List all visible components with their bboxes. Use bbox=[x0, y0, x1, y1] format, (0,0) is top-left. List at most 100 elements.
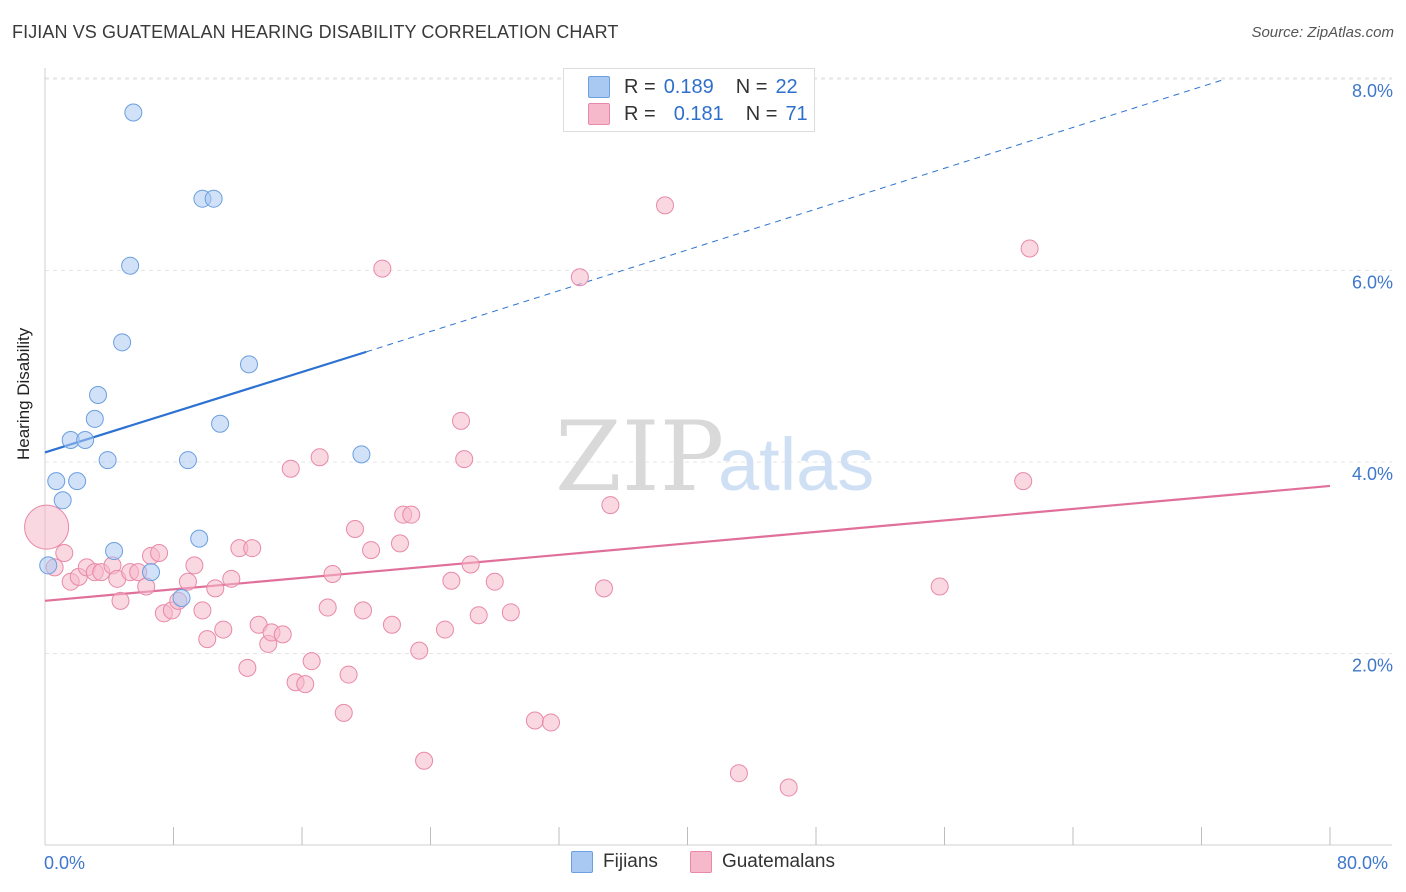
chart-title: FIJIAN VS GUATEMALAN HEARING DISABILITY … bbox=[12, 22, 619, 42]
point-guatemalans bbox=[382, 615, 401, 634]
point-guatemalans bbox=[346, 520, 365, 539]
y-axis-label: Hearing Disability bbox=[14, 327, 33, 460]
point-guatemalans bbox=[1014, 472, 1033, 491]
legend-swatch-fijians bbox=[571, 851, 594, 873]
point-fijians bbox=[142, 563, 161, 582]
point-guatemalans bbox=[362, 541, 381, 560]
x-tick-max: 80.0% bbox=[1337, 853, 1389, 873]
point-guatemalans bbox=[178, 572, 197, 591]
r-label: R = bbox=[624, 102, 656, 125]
legend-row-fijians: R = 0.189 N = 22 bbox=[588, 75, 798, 99]
n-value: 22 bbox=[775, 75, 798, 98]
point-guatemalans bbox=[334, 703, 353, 722]
legend-swatch-fijians bbox=[588, 76, 610, 98]
point-guatemalans bbox=[541, 713, 560, 732]
point-fijians bbox=[47, 472, 66, 491]
axes bbox=[44, 68, 1392, 846]
data-points bbox=[24, 103, 1039, 797]
legend-swatch-guatemalans bbox=[588, 103, 610, 125]
point-fijians bbox=[76, 430, 95, 449]
point-guatemalans bbox=[729, 764, 748, 783]
point-guatemalans bbox=[373, 259, 392, 278]
trend-lines bbox=[44, 78, 1331, 602]
point-guatemalans bbox=[501, 603, 520, 622]
point-guatemalans bbox=[469, 606, 488, 625]
point-guatemalans bbox=[214, 620, 233, 639]
point-fijians bbox=[53, 491, 72, 510]
point-fijians bbox=[124, 103, 143, 122]
point-fijians bbox=[178, 451, 197, 470]
point-guatemalans bbox=[779, 778, 798, 797]
point-guatemalans bbox=[185, 556, 204, 575]
point-fijians bbox=[98, 451, 117, 470]
point-guatemalans bbox=[461, 555, 480, 574]
point-guatemalans bbox=[601, 496, 620, 515]
point-guatemalans bbox=[485, 572, 504, 591]
point-guatemalans bbox=[198, 630, 217, 649]
point-guatemalans bbox=[930, 577, 949, 596]
point-guatemalans bbox=[323, 565, 342, 584]
point-fijians bbox=[121, 256, 140, 275]
watermark: ZIP atlas bbox=[555, 401, 874, 513]
point-guatemalans bbox=[296, 675, 315, 694]
r-label: R = bbox=[624, 75, 656, 98]
point-guatemalans bbox=[206, 579, 225, 598]
point-guatemalans bbox=[339, 665, 358, 684]
point-fijians bbox=[352, 445, 371, 464]
n-label: N = bbox=[745, 102, 778, 125]
point-fijians bbox=[85, 409, 104, 428]
r-value: 0.181 bbox=[673, 102, 724, 125]
watermark-zip: ZIP bbox=[555, 401, 724, 513]
point-guatemalans bbox=[318, 598, 337, 617]
y-tick-labels: 2.0% 4.0% 6.0% 8.0% bbox=[1352, 81, 1393, 676]
watermark-atlas: atlas bbox=[718, 423, 874, 506]
point-guatemalans bbox=[222, 569, 241, 588]
point-guatemalans bbox=[354, 601, 373, 620]
legend-label-fijians: Fijians bbox=[603, 851, 658, 872]
point-guatemalans bbox=[570, 268, 589, 287]
x-tick-min: 0.0% bbox=[44, 853, 86, 873]
point-fijians bbox=[204, 189, 223, 208]
point-guatemalans bbox=[525, 711, 544, 730]
point-guatemalans bbox=[310, 448, 329, 467]
point-fijians bbox=[113, 333, 132, 352]
n-label: N = bbox=[735, 75, 768, 98]
point-guatemalans bbox=[410, 641, 429, 660]
point-fijians bbox=[239, 355, 258, 374]
point-guatemalans bbox=[452, 411, 471, 430]
y-tick-label: 2.0% bbox=[1352, 656, 1393, 676]
point-fijians bbox=[211, 414, 230, 433]
point-guatemalans bbox=[281, 459, 300, 478]
point-guatemalans bbox=[442, 571, 461, 590]
point-guatemalans bbox=[24, 504, 70, 550]
point-fijians bbox=[105, 542, 124, 561]
point-guatemalans bbox=[455, 450, 474, 469]
trend-line-fijians bbox=[44, 350, 367, 454]
source-credit: Source: ZipAtlas.com bbox=[1251, 24, 1394, 41]
point-guatemalans bbox=[435, 620, 454, 639]
n-value: 71 bbox=[785, 102, 808, 125]
point-guatemalans bbox=[302, 652, 321, 671]
legend-item-guatemalans: Guatemalans bbox=[689, 851, 835, 873]
point-guatemalans bbox=[55, 543, 74, 562]
point-guatemalans bbox=[273, 625, 292, 644]
legend-label-guatemalans: Guatemalans bbox=[721, 851, 835, 872]
y-tick-label: 6.0% bbox=[1352, 273, 1393, 293]
point-guatemalans bbox=[390, 534, 409, 553]
point-guatemalans bbox=[656, 196, 675, 215]
point-guatemalans bbox=[243, 539, 262, 558]
point-fijians bbox=[68, 472, 87, 491]
legend-row-guatemalans: R = 0.181 N = 71 bbox=[588, 102, 808, 126]
point-guatemalans bbox=[1020, 239, 1039, 258]
trend-extension-fijians bbox=[366, 78, 1226, 353]
point-guatemalans bbox=[238, 658, 257, 677]
legend-swatch-guatemalans bbox=[689, 851, 712, 873]
y-tick-label: 8.0% bbox=[1352, 81, 1393, 101]
trend-line-guatemalans bbox=[44, 484, 1331, 602]
legend-item-fijians: Fijians bbox=[571, 851, 658, 873]
series-legend: Fijians Guatemalans bbox=[0, 851, 1406, 873]
y-tick-label: 4.0% bbox=[1352, 464, 1393, 484]
point-fijians bbox=[190, 529, 209, 548]
stats-legend: R = 0.189 N = 22 R = 0.181 N = 71 bbox=[563, 68, 815, 132]
